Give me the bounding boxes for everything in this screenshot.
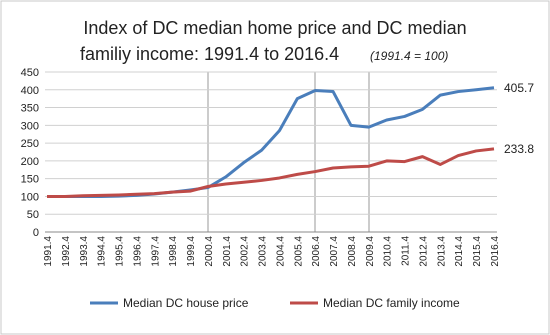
x-tick-label: 1993.4: [79, 236, 90, 267]
x-tick-label: 2008.4: [347, 236, 358, 267]
x-tick-label: 2003.4: [258, 236, 269, 267]
y-tick-label: 450: [21, 67, 39, 79]
x-tick-label: 2011.4: [401, 236, 412, 266]
y-tick-label: 300: [21, 120, 39, 132]
x-tick-label: 2004.4: [275, 236, 286, 267]
y-tick-label: 200: [21, 156, 39, 168]
x-tick-label: 2010.4: [383, 236, 394, 267]
x-tick-label: 2015.4: [472, 236, 483, 267]
x-tick-label: 2016.4: [490, 236, 501, 267]
x-tick-label: 1998.4: [168, 236, 179, 267]
x-tick-label: 2012.4: [418, 236, 429, 267]
data-label: 405.7: [504, 81, 534, 95]
x-tick-label: 2009.4: [365, 236, 376, 267]
y-tick-label: 150: [21, 174, 39, 186]
chart-title: Index of DC median home price and DC med…: [83, 18, 466, 38]
legend-label: Median DC house price: [123, 296, 249, 310]
x-tick-label: 2014.4: [454, 236, 465, 267]
chart-title-line2: familiy income: 1991.4 to 2016.4: [80, 44, 339, 64]
data-label: 233.8: [504, 142, 534, 156]
x-tick-label: 1991.4: [43, 236, 54, 267]
x-tick-label: 2007.4: [329, 236, 340, 267]
x-tick-label: 1997.4: [150, 236, 161, 267]
y-tick-label: 250: [21, 138, 39, 150]
x-tick-label: 1992.4: [61, 236, 72, 267]
x-tick-label: 2000.4: [204, 236, 215, 267]
y-tick-label: 100: [21, 191, 39, 203]
x-tick-label: 1994.4: [97, 236, 108, 267]
y-tick-label: 0: [33, 227, 39, 239]
y-tick-label: 400: [21, 85, 39, 97]
x-tick-label: 1995.4: [115, 236, 126, 267]
series-line: [47, 147, 495, 198]
x-tick-label: 2002.4: [240, 236, 251, 267]
y-tick-label: 50: [27, 209, 39, 221]
chart-subtitle: (1991.4 = 100): [370, 49, 448, 63]
x-tick-label: 1999.4: [186, 236, 197, 267]
x-tick-label: 2013.4: [436, 236, 447, 267]
y-tick-label: 350: [21, 103, 39, 115]
x-tick-label: 2005.4: [293, 236, 304, 267]
x-tick-label: 1996.4: [132, 236, 143, 267]
x-tick-label: 2001.4: [222, 236, 233, 267]
legend-label: Median DC family income: [323, 296, 460, 310]
x-tick-label: 2006.4: [311, 236, 322, 267]
